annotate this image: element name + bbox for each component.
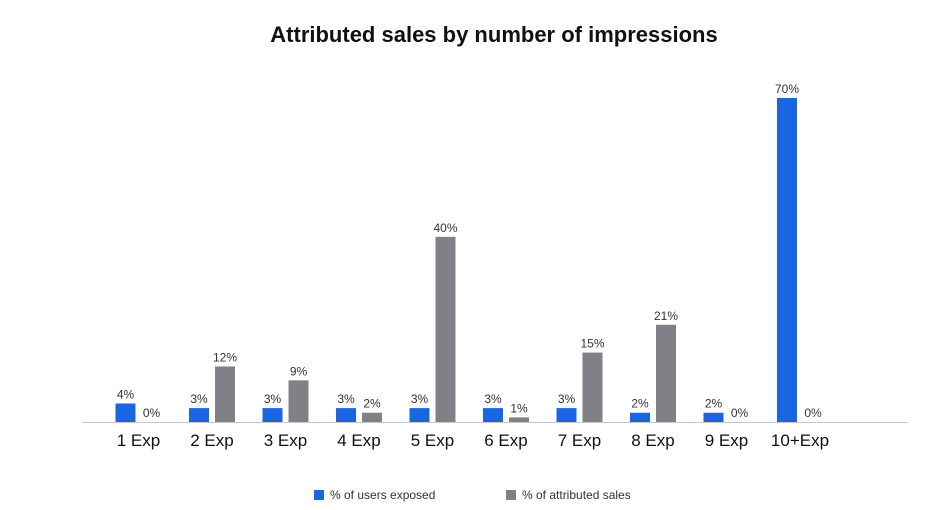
x-tick-label-6-exp: 6 Exp — [484, 431, 527, 450]
data-label-users-exposed-5-exp: 3% — [411, 392, 429, 406]
bar-users-exposed-7-exp — [556, 408, 577, 422]
bar-users-exposed-6-exp — [483, 408, 503, 422]
data-label-attributed-sales-3-exp: 9% — [290, 364, 308, 378]
data-label-users-exposed-4-exp: 3% — [337, 392, 355, 406]
bar-chart: 4% 0% 1 Exp 3% 12% 2 Exp 3% 9% 3 Exp 3% 2% 4 Exp 3% 4… — [82, 82, 908, 450]
x-tick-label-10-exp: 10+Exp — [771, 431, 829, 450]
data-label-attributed-sales-5-exp: 40% — [433, 221, 457, 235]
legend-label-attributed-sales: % of attributed sales — [522, 488, 631, 502]
legend-label-users-exposed: % of users exposed — [330, 488, 436, 502]
data-label-attributed-sales-1-exp: 0% — [143, 406, 161, 420]
legend-item-users-exposed: % of users exposed — [314, 488, 435, 502]
x-tick-label-8-exp: 8 Exp — [631, 431, 674, 450]
bar-users-exposed-9-exp — [703, 412, 724, 422]
data-label-users-exposed-2-exp: 3% — [190, 392, 208, 406]
bar-users-exposed-2-exp — [189, 408, 209, 422]
x-tick-label-7-exp: 7 Exp — [558, 431, 601, 450]
bar-users-exposed-5-exp — [409, 408, 430, 422]
data-label-users-exposed-8-exp: 2% — [631, 397, 649, 411]
bar-users-exposed-4-exp — [336, 408, 356, 422]
data-label-attributed-sales-2-exp: 12% — [213, 350, 237, 364]
x-tick-label-2-exp: 2 Exp — [190, 431, 233, 450]
x-tick-label-3-exp: 3 Exp — [264, 431, 307, 450]
data-label-attributed-sales-4-exp: 2% — [363, 397, 381, 411]
bar-attributed-sales-2-exp — [215, 366, 235, 422]
data-label-users-exposed-7-exp: 3% — [558, 392, 576, 406]
bar-attributed-sales-6-exp — [509, 417, 529, 422]
data-label-users-exposed-3-exp: 3% — [264, 392, 282, 406]
data-label-attributed-sales-9-exp: 0% — [731, 406, 749, 420]
bar-attributed-sales-3-exp — [288, 380, 309, 422]
data-label-users-exposed-10-exp: 70% — [775, 82, 799, 96]
data-label-attributed-sales-7-exp: 15% — [580, 337, 604, 351]
bar-users-exposed-3-exp — [262, 408, 283, 422]
bar-attributed-sales-4-exp — [362, 412, 382, 422]
legend-item-attributed-sales: % of attributed sales — [506, 488, 631, 502]
bar-attributed-sales-7-exp — [582, 352, 603, 422]
data-label-attributed-sales-10-exp: 0% — [804, 406, 822, 420]
bar-attributed-sales-5-exp — [435, 236, 456, 422]
data-label-users-exposed-9-exp: 2% — [705, 397, 723, 411]
data-label-users-exposed-6-exp: 3% — [484, 392, 502, 406]
bar-users-exposed-1-exp — [115, 403, 136, 422]
bar-users-exposed-8-exp — [630, 412, 650, 422]
legend-swatch-users-exposed — [314, 490, 324, 500]
x-tick-label-5-exp: 5 Exp — [411, 431, 454, 450]
data-label-attributed-sales-6-exp: 1% — [510, 401, 528, 415]
bar-attributed-sales-8-exp — [656, 324, 676, 422]
x-tick-label-4-exp: 4 Exp — [337, 431, 380, 450]
bar-users-exposed-10-exp — [777, 98, 797, 422]
x-tick-label-1-exp: 1 Exp — [117, 431, 160, 450]
chart-title: Attributed sales by number of impression… — [270, 22, 718, 47]
x-tick-label-9-exp: 9 Exp — [705, 431, 748, 450]
data-label-attributed-sales-8-exp: 21% — [654, 309, 678, 323]
legend-swatch-attributed-sales — [506, 490, 516, 500]
data-label-users-exposed-1-exp: 4% — [117, 387, 135, 401]
